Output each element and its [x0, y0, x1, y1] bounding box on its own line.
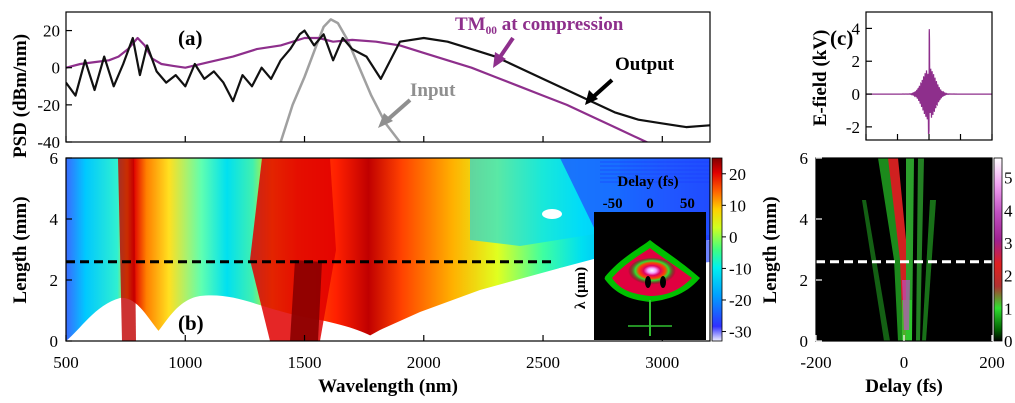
panel-d-cbar-tick-label: 4 — [1004, 201, 1013, 220]
panel-d-cbar-tick-label: 3 — [1004, 234, 1013, 253]
panel-b-xtick-label: 2500 — [526, 353, 560, 372]
panel-b-xtick-label: 2000 — [407, 353, 441, 372]
panel-a-label: (a) — [178, 26, 203, 50]
arrow-tm00 — [493, 36, 515, 68]
inset-ytick-label: 3 — [598, 215, 606, 231]
panel-b-cbar-tick-label: -20 — [729, 291, 752, 310]
panel-b-cbar-tick-label: -10 — [729, 259, 752, 278]
panel-b-ytick-label: 6 — [50, 149, 59, 168]
panel-c-plot-area — [866, 29, 992, 134]
panel-d-xtick-label: -200 — [800, 353, 831, 372]
panel-d-heatmap — [816, 158, 992, 341]
panel-c-x-ticks — [865, 134, 993, 140]
inset-xlabel: Delay (fs) — [617, 174, 678, 190]
panel-b-heatmap: -50 0 50 3 2 1 — [66, 158, 710, 341]
panel-a-ytick-label: 0 — [52, 59, 61, 78]
inset-ylabel: λ (μm) — [573, 267, 589, 309]
panel-d-xtick-label: 200 — [979, 353, 1005, 372]
panel-a: 20 0 -20 -40 PSD (dBm/nm) (a) Input TM₀₀ at… — [10, 11, 711, 158]
inset-xtick-label: 50 — [680, 196, 695, 212]
panel-a-ytick-label: 20 — [43, 22, 60, 41]
panel-b-colorbar — [711, 157, 723, 342]
panel-b-cbar-tick-label: -30 — [729, 323, 752, 342]
panel-a-x-ticks — [65, 136, 663, 142]
panel-c-ytick-label: 0 — [852, 85, 861, 104]
panel-d: 0 2 4 6 -200 0 200 Delay (fs) Length (mm) (d)… — [760, 149, 1013, 397]
panel-b-cbar-tick-label: 20 — [729, 165, 746, 184]
panel-a-ylabel: PSD (dBm/nm) — [10, 34, 31, 158]
panel-d-xtick-label: 0 — [900, 353, 909, 372]
series-line-tm-at-compression — [66, 36, 649, 142]
panel-a-ytick-label: -40 — [37, 133, 60, 152]
annotation-input: Input — [410, 80, 456, 101]
panel-b-xtick-label: 3000 — [645, 353, 679, 372]
panel-b-fringes — [600, 161, 710, 183]
panel-d-ytick-label: 0 — [800, 332, 809, 351]
panel-d-ylabel: Length (mm) — [760, 196, 781, 303]
panel-b-ytick-label: 4 — [50, 210, 59, 229]
panel-d-cbar-tick-label: 2 — [1004, 267, 1013, 286]
panel-b-xtick-label: 1000 — [168, 353, 202, 372]
panel-b-xtick-label: 500 — [53, 353, 79, 372]
panel-b-label: (b) — [178, 311, 204, 335]
arrow-input — [378, 98, 412, 128]
panel-d-ytick-label: 6 — [800, 149, 809, 168]
panel-b-x-ticks: 500 1000 1500 2000 2500 3000 — [53, 335, 679, 372]
series-line-input — [279, 18, 401, 142]
efield-trace — [866, 29, 992, 134]
panel-d-x-ticks: -200 0 200 — [800, 335, 1005, 372]
inset-x-ticks: -50 0 50 — [603, 196, 695, 212]
panel-b-ytick-label: 0 — [50, 332, 59, 351]
panel-c-y-ticks: 4 2 0 -2 — [846, 19, 872, 137]
panel-c: 4 2 0 -2 E-field (kV) (c) — [810, 11, 993, 141]
panel-c-ytick-label: 2 — [852, 52, 861, 71]
panel-b-xtick-label: 1500 — [288, 353, 322, 372]
panel-d-colorbar-ticks: 5 4 3 2 1 0 — [1004, 169, 1013, 351]
inset-xtick-label: -50 — [603, 196, 623, 212]
annotation-tm00: TM₀₀ at compression — [455, 14, 624, 35]
panel-c-ytick-label: 4 — [852, 19, 861, 38]
panel-b-inset: -50 0 50 3 2 1 — [594, 196, 706, 340]
panel-b-frame — [65, 157, 711, 342]
panel-b-cbar-tick-label: 0 — [729, 228, 738, 247]
panel-d-cbar-tick-label: 5 — [1004, 169, 1013, 188]
arrow-output — [585, 78, 614, 105]
panel-d-y-ticks: 0 2 4 6 — [800, 149, 822, 351]
panel-c-label: (c) — [830, 26, 853, 50]
panel-a-y-ticks: 20 0 -20 -40 — [37, 22, 72, 152]
panel-d-ytick-label: 4 — [800, 210, 809, 229]
panel-c-ylabel: E-field (kV) — [810, 30, 831, 127]
annotation-output: Output — [615, 54, 675, 75]
panel-d-colorbar — [993, 157, 1003, 342]
panel-b-colorbar-ticks: 20 10 0 -10 -20 -30 — [722, 165, 752, 342]
panel-b-xlabel: Wavelength (nm) — [318, 376, 458, 397]
panel-b-y-ticks: 0 2 4 6 — [50, 149, 72, 351]
panel-a-plot-area — [66, 18, 710, 142]
panel-d-xlabel: Delay (fs) — [865, 376, 943, 397]
panel-a-frame — [65, 11, 711, 143]
panel-b-ylabel: Length (mm) — [10, 196, 31, 303]
panel-b-white-spot — [542, 209, 562, 219]
panel-d-cbar-tick-label: 1 — [1004, 299, 1013, 318]
series-line-output — [66, 29, 710, 129]
inset-y-ticks: 3 2 1 — [598, 215, 606, 333]
panel-c-ytick-label: -2 — [846, 118, 860, 137]
panel-d-ytick-label: 2 — [800, 271, 809, 290]
panel-b-cbar-tick-label: 10 — [729, 196, 746, 215]
panel-a-ytick-label: -20 — [37, 96, 60, 115]
inset-xtick-label: 0 — [646, 196, 654, 212]
inset-ytick-label: 2 — [598, 266, 606, 282]
inset-ytick-label: 1 — [598, 318, 606, 334]
panel-d-cbar-tick-label: 0 — [1004, 332, 1013, 351]
panel-d-label: (d) — [840, 311, 866, 335]
panel-b-ytick-label: 2 — [50, 271, 59, 290]
